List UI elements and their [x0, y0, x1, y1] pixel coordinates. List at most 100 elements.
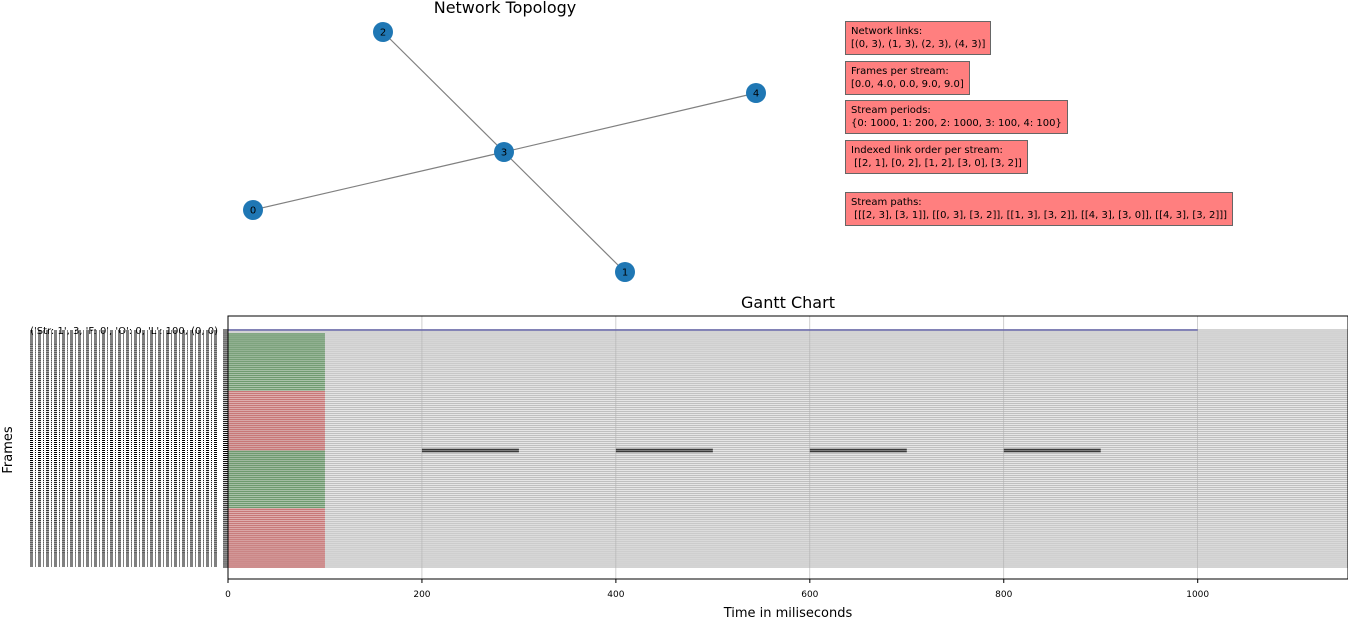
gantt-row — [228, 466, 1348, 469]
gantt-row — [228, 488, 1348, 491]
gantt-bar-green — [228, 361, 325, 363]
gantt-row — [228, 516, 1348, 518]
gantt-bar-green — [228, 504, 325, 507]
topology-node-label: 1 — [622, 268, 628, 279]
gantt-row — [228, 367, 1348, 369]
gantt-bar-green — [228, 380, 325, 383]
topology-edges — [252, 31, 757, 273]
gantt-row — [228, 536, 1348, 538]
gantt-bar-green — [228, 377, 325, 379]
gantt-row — [228, 494, 1348, 496]
gantt-row — [228, 337, 1348, 339]
gantt-bar-red — [228, 558, 325, 560]
gantt-row — [228, 430, 1348, 433]
info-box-label: Stream periods: — [851, 105, 931, 116]
gantt-bar-green — [228, 476, 325, 479]
gantt-bar-green — [228, 367, 325, 369]
gantt-row — [228, 442, 1348, 445]
gantt-row — [228, 532, 1348, 534]
gantt-bar-red — [228, 402, 325, 405]
gantt-bar-green — [228, 365, 325, 367]
topology-node — [494, 142, 514, 162]
gantt-row — [228, 450, 1348, 453]
gantt-row — [228, 506, 1348, 508]
gantt-bar-green — [228, 488, 325, 491]
topology-edge — [503, 151, 626, 273]
gantt-bar-green — [228, 349, 325, 351]
gantt-bar-red — [228, 514, 325, 517]
gantt-row — [228, 446, 1348, 449]
topology-node-label: 4 — [753, 89, 759, 100]
gantt-row — [228, 534, 1348, 536]
info-box-label: Frames per stream: — [851, 66, 949, 77]
topology-edge — [382, 31, 505, 153]
gantt-bar-red — [228, 406, 325, 409]
gantt-bar-green — [228, 498, 325, 501]
gantt-row — [228, 416, 1348, 419]
info-box-label: Network links: — [851, 26, 923, 37]
gantt-row — [228, 504, 1348, 506]
gantt-row — [228, 556, 1348, 558]
gantt-bar-red — [228, 430, 325, 433]
gantt-rows — [228, 329, 1348, 568]
gantt-row — [228, 361, 1348, 363]
gantt-row — [228, 474, 1348, 477]
gantt-row — [228, 414, 1348, 417]
gantt-bar-red — [228, 508, 325, 511]
info-box: Network links: [(0, 3), (1, 3), (2, 3), (… — [845, 21, 992, 55]
gantt-row — [228, 383, 1348, 385]
gantt-row — [228, 365, 1348, 367]
gantt-row — [228, 470, 1348, 473]
gantt-bar-green — [228, 347, 325, 349]
gantt-bar-red — [228, 552, 325, 554]
gantt-row — [228, 408, 1348, 411]
gantt-row — [228, 391, 1348, 393]
gantt-bar-red — [228, 536, 325, 538]
gantt-bar-green — [228, 486, 325, 489]
topology-node-label: 3 — [501, 148, 507, 159]
gantt-bar-red — [228, 566, 325, 568]
topology-node — [243, 200, 263, 220]
topology-nodes: 0 1 2 3 4 — [243, 22, 766, 282]
gantt-row — [228, 482, 1348, 485]
info-box-value: {0: 1000, 1: 200, 2: 1000, 3: 100, 4: 10… — [851, 118, 1062, 129]
topology-title: Network Topology — [434, 0, 577, 17]
gantt-x-tick-label: 1000 — [1186, 590, 1209, 600]
gantt-row — [228, 490, 1348, 493]
gantt-bar-red — [228, 404, 325, 407]
gantt-row — [228, 351, 1348, 353]
gantt-bar-red — [228, 524, 325, 526]
gantt-bar-green — [228, 474, 325, 477]
gantt-bar-green — [228, 357, 325, 359]
gantt-bar-red — [228, 448, 325, 451]
gantt-bars — [228, 329, 1198, 568]
gantt-row — [228, 526, 1348, 528]
gantt-row — [228, 560, 1348, 562]
gantt-row — [228, 434, 1348, 437]
gantt-row — [228, 375, 1348, 377]
gantt-x-tick-label: 600 — [801, 590, 818, 600]
gantt-row — [228, 522, 1348, 524]
gantt-bar-red — [228, 554, 325, 556]
gantt-bar-red — [228, 412, 325, 415]
gantt-row — [228, 480, 1348, 483]
gantt-x-tick-label: 400 — [607, 590, 624, 600]
gantt-bar-red — [228, 512, 325, 515]
gantt-row — [228, 512, 1348, 514]
gantt-bar-green — [228, 472, 325, 475]
gantt-bar-green — [228, 335, 325, 337]
gantt-row — [228, 456, 1348, 459]
gantt-bar-red — [228, 426, 325, 429]
gantt-row — [228, 454, 1348, 457]
gantt-row — [228, 353, 1348, 355]
gantt-x-tick-label: 0 — [225, 590, 231, 600]
gantt-row — [228, 484, 1348, 487]
gantt-bar-green — [228, 450, 325, 453]
gantt-bar-red — [228, 542, 325, 544]
gantt-bar-green — [228, 496, 325, 499]
gantt-bar-red — [228, 390, 325, 393]
topology-node — [373, 22, 393, 42]
gantt-bar-red — [228, 538, 325, 540]
gantt-bar-red — [228, 520, 325, 522]
gantt-bar-green — [228, 482, 325, 485]
